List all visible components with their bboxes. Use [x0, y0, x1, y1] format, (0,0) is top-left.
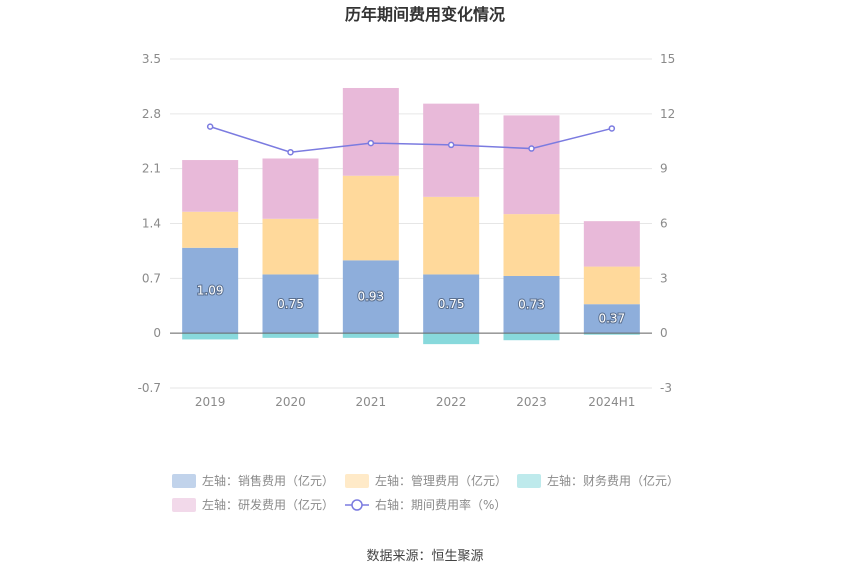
x-tick-label: 2020 — [275, 395, 306, 409]
x-axis: 2019 2020 2021 2022 2023 2024H1 — [195, 395, 636, 409]
left-tick-label: 2.8 — [142, 107, 161, 121]
ratio-point — [608, 125, 616, 132]
legend-swatch — [172, 474, 196, 488]
bar-segment — [583, 333, 640, 335]
x-tick-label: 2019 — [195, 395, 226, 409]
right-tick-label: 0 — [660, 326, 668, 340]
ratio-point — [528, 145, 535, 152]
x-tick-label: 2023 — [516, 395, 547, 409]
bar-segment — [503, 275, 560, 334]
source-note: 数据来源：恒生聚源 — [366, 549, 483, 564]
ratio-point — [447, 141, 455, 149]
bar-value-label: 0.75 — [438, 297, 465, 311]
bar-segment — [182, 211, 239, 248]
legend-swatch — [345, 474, 369, 488]
right-tick-label: 3 — [660, 271, 668, 285]
bar-segment — [423, 274, 480, 334]
legend-label: 左轴：财务费用（亿元） — [547, 473, 679, 488]
right-axis: -3 0 3 6 9 12 15 — [660, 52, 675, 395]
bar-segment — [503, 333, 560, 341]
left-tick-label: 0 — [153, 326, 161, 340]
bar-segment — [182, 333, 239, 340]
legend-label: 左轴：销售费用（亿元） — [202, 473, 334, 488]
left-axis: -0.7 0 0.7 1.4 2.1 2.8 3.5 — [138, 52, 161, 395]
bar-segment — [583, 221, 640, 267]
bar-segment — [423, 196, 480, 275]
bar-segment — [342, 260, 399, 334]
legend-swatch — [517, 474, 541, 488]
legend: 左轴：销售费用（亿元） 左轴：管理费用（亿元） 左轴：财务费用（亿元） 左轴：研发费用… — [172, 473, 679, 512]
left-tick-label: 0.7 — [142, 271, 161, 285]
bar-segment — [262, 333, 319, 338]
legend-label: 右轴：期间费用率（%） — [375, 497, 506, 512]
right-tick-label: 12 — [660, 107, 675, 121]
bar-segment — [262, 274, 319, 334]
bar-segment — [182, 247, 239, 334]
right-tick-label: -3 — [660, 381, 672, 395]
bar-segment — [342, 175, 399, 261]
right-tick-label: 6 — [660, 217, 668, 231]
bar-segment — [342, 333, 399, 338]
bar-value-label: 0.93 — [357, 290, 384, 304]
legend-label: 左轴：管理费用（亿元） — [375, 473, 507, 488]
bar-segment — [342, 87, 399, 176]
left-tick-label: -0.7 — [138, 381, 161, 395]
bars — [182, 87, 640, 345]
bar-segment — [503, 214, 560, 276]
ratio-line — [206, 123, 616, 156]
legend-swatch-point — [351, 499, 363, 511]
bar-segment — [583, 304, 640, 334]
bar-segment — [423, 103, 480, 197]
ratio-point — [367, 139, 375, 147]
bar-segment — [182, 160, 239, 212]
legend-label: 左轴：研发费用（亿元） — [202, 497, 334, 512]
left-tick-label: 2.1 — [142, 162, 161, 176]
bar-value-label: 1.09 — [197, 283, 224, 297]
bar-labels: 1.09 0.75 0.93 0.75 0.73 0.37 — [196, 282, 626, 326]
grid — [170, 58, 652, 389]
legend-swatch — [172, 498, 196, 512]
bar-segment — [503, 115, 560, 215]
x-tick-label: 2022 — [436, 395, 467, 409]
chart-title: 历年期间费用变化情况 — [345, 5, 505, 24]
right-tick-label: 9 — [660, 162, 668, 176]
bar-segment — [423, 333, 480, 345]
bar-value-label: 0.75 — [277, 297, 304, 311]
bar-value-label: 0.37 — [598, 312, 625, 326]
ratio-point — [206, 123, 214, 130]
bar-segment — [262, 218, 319, 275]
ratio-line-path — [209, 125, 613, 153]
right-tick-label: 15 — [660, 52, 675, 66]
ratio-point — [287, 148, 294, 156]
left-tick-label: 3.5 — [142, 52, 161, 66]
left-tick-label: 1.4 — [142, 217, 161, 231]
bar-segment — [583, 266, 640, 305]
x-tick-label: 2021 — [356, 395, 387, 409]
x-tick-label: 2024H1 — [588, 395, 635, 409]
bar-segment — [262, 158, 319, 219]
bar-value-label: 0.73 — [518, 298, 545, 312]
